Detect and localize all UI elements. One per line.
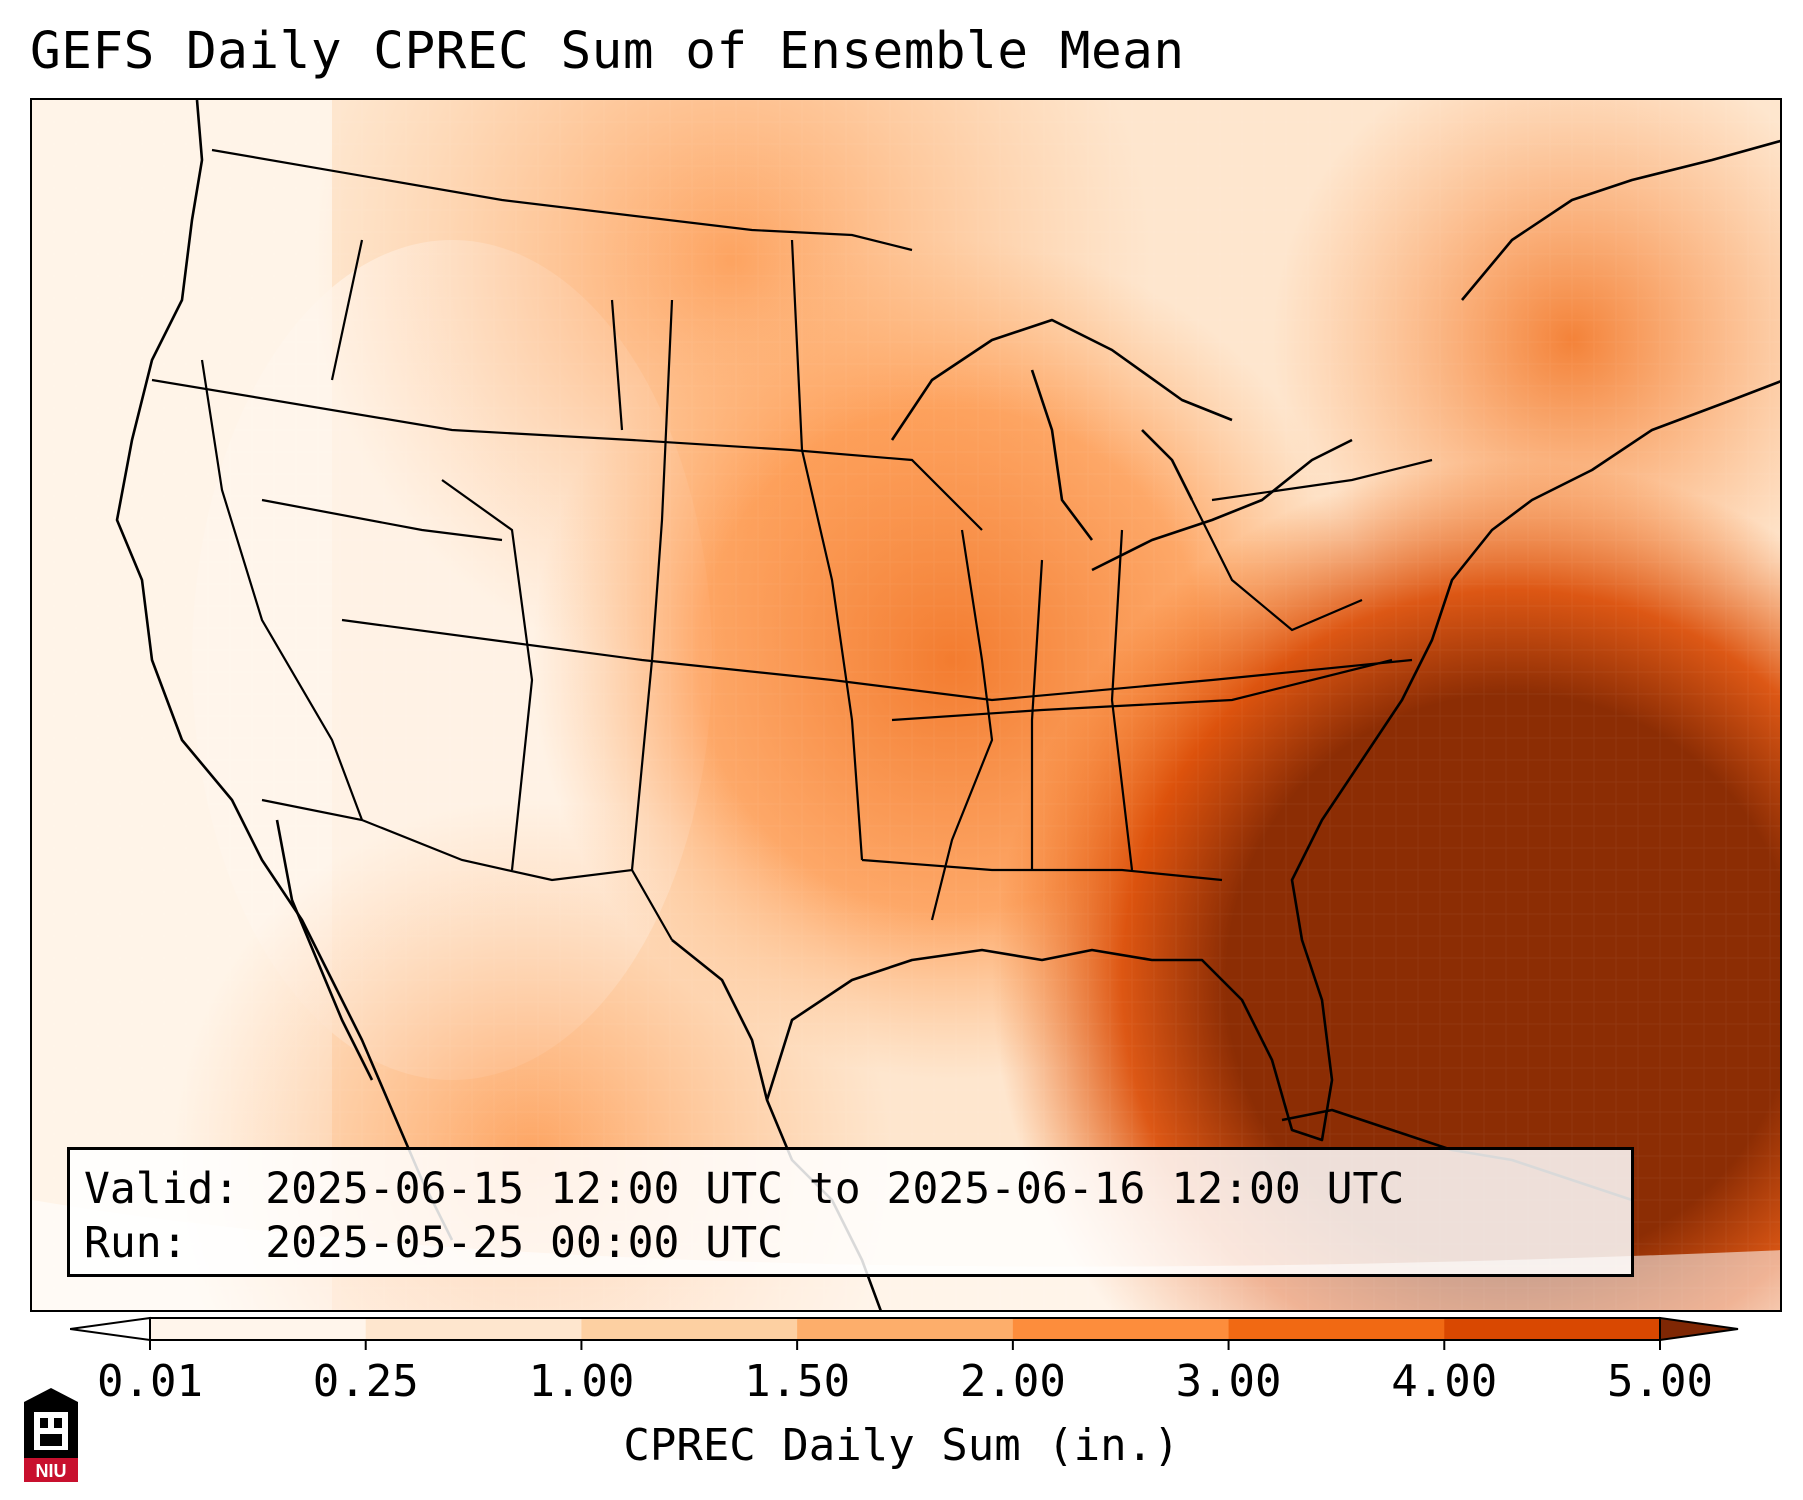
state-line-mountain-east — [630, 299, 674, 871]
niu-logo: NIU — [24, 1388, 78, 1482]
logo-banner — [24, 1458, 78, 1482]
colorbar-under-arrow — [70, 1316, 151, 1342]
state-line-plains-east — [790, 239, 864, 861]
state-line-montana-wyoming — [610, 299, 624, 431]
run-row: Run: 2025-05-25 00:00 UTC — [84, 1216, 1631, 1270]
map-canvas — [32, 100, 1780, 1310]
run-info-box: Valid: 2025-06-15 12:00 UTC to 2025-06-1… — [67, 1147, 1634, 1277]
colorbar-tick-label: 2.00 — [959, 1356, 1066, 1407]
state-line-utah-west — [441, 479, 534, 871]
valid-row: Valid: 2025-06-15 12:00 UTC to 2025-06-1… — [84, 1162, 1631, 1216]
colorbar-ticks — [149, 1340, 1661, 1350]
state-line-appalachian — [1191, 499, 1363, 632]
state-line-43n — [151, 378, 983, 531]
colorbar-segment — [1228, 1318, 1445, 1340]
lake-michigan — [1030, 369, 1094, 541]
run-value: 2025-05-25 00:00 UTC — [265, 1218, 783, 1268]
logo-text: NIU — [36, 1461, 67, 1481]
colorbar-tick-label: 4.00 — [1391, 1356, 1498, 1407]
us-canada-border — [211, 148, 913, 252]
colorbar-frame — [149, 1317, 1661, 1341]
state-line-42n — [1211, 458, 1433, 502]
colorbar-tick-label: 3.00 — [1175, 1356, 1282, 1407]
lake-huron — [1141, 429, 1194, 501]
colorbar-segment — [1012, 1318, 1230, 1340]
run-label: Run: — [84, 1218, 188, 1268]
domain-edge — [32, 1200, 1780, 1310]
colorbar-tick-label: 1.50 — [744, 1356, 851, 1407]
state-line-indiana-alabama — [1030, 559, 1044, 870]
baja-coast — [275, 819, 374, 1081]
colorbar-tick-label: 1.00 — [528, 1356, 635, 1407]
state-line-nevada-california — [200, 359, 364, 821]
grid-texture — [32, 100, 1780, 1310]
st-lawrence — [1461, 139, 1780, 301]
colorbar-segment — [797, 1318, 1014, 1340]
colorbar-segment — [365, 1318, 582, 1340]
colorbar — [70, 1316, 1739, 1350]
colorbar-tick-label: 0.01 — [97, 1356, 203, 1407]
colorbar-segment — [150, 1318, 367, 1340]
valid-label: Valid: — [84, 1164, 240, 1214]
state-line-37n — [341, 618, 1413, 702]
gulf-atlantic-coast — [765, 380, 1780, 1142]
us-mexico-border — [261, 798, 673, 941]
precipitation-map — [30, 98, 1782, 1312]
state-line-35n — [891, 658, 1393, 722]
colorbar-label: CPREC Daily Sum (in.) — [623, 1420, 1180, 1471]
colorbar-tick-label: 5.00 — [1607, 1356, 1713, 1407]
political-borders — [151, 148, 1433, 941]
colorbar-over-arrow — [1659, 1316, 1739, 1342]
colorbar-tick-label: 0.25 — [312, 1356, 419, 1407]
colorbar-segment — [581, 1318, 798, 1340]
great-lakes-north — [890, 318, 1233, 441]
west-coast — [115, 100, 454, 1241]
state-line-31n — [861, 858, 1223, 882]
map-title: GEFS Daily CPREC Sum of Ensemble Mean — [30, 22, 1185, 81]
great-lakes-south — [1091, 438, 1353, 572]
colorbar-segments — [70, 1316, 1739, 1342]
colorbar-segment — [1444, 1318, 1661, 1340]
state-line-ohio-georgia — [1110, 529, 1134, 871]
state-line-idaho — [330, 239, 364, 381]
valid-value: 2025-06-15 12:00 UTC to 2025-06-16 12:00… — [265, 1164, 1405, 1214]
state-line-41n — [261, 498, 503, 542]
